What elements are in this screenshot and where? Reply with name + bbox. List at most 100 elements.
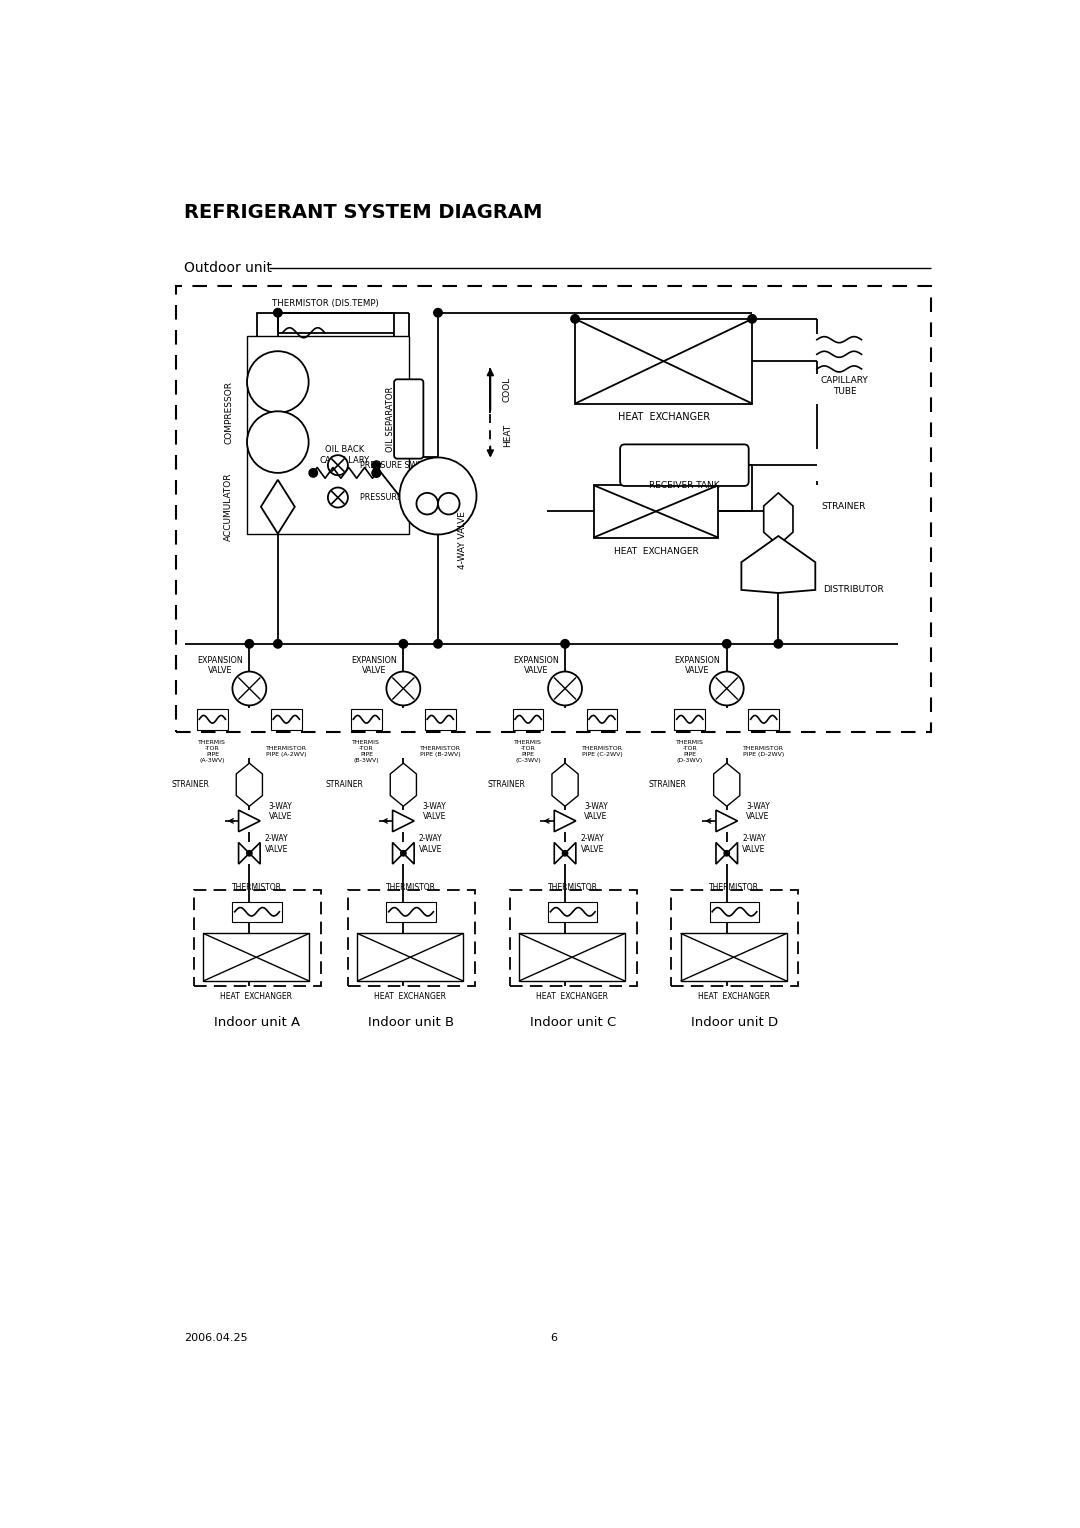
Circle shape (434, 640, 442, 648)
Text: PRESSURE SWITCH(B): PRESSURE SWITCH(B) (360, 494, 447, 503)
Text: STRAINER: STRAINER (822, 503, 866, 512)
Circle shape (273, 309, 282, 316)
Text: STRAINER: STRAINER (172, 781, 210, 790)
Circle shape (247, 351, 309, 413)
Circle shape (438, 494, 460, 515)
Text: HEAT  EXCHANGER: HEAT EXCHANGER (536, 992, 608, 1001)
Text: HEAT  EXCHANGER: HEAT EXCHANGER (375, 992, 446, 1001)
Bar (518, 934, 625, 981)
Circle shape (401, 851, 406, 856)
Bar (232, 902, 282, 921)
Text: Indoor unit C: Indoor unit C (529, 1016, 616, 1030)
Polygon shape (261, 480, 295, 533)
Text: EXPANSION
VALVE: EXPANSION VALVE (198, 656, 243, 675)
Text: CAPILLARY
TUBE: CAPILLARY TUBE (821, 376, 868, 396)
Text: THERMISTOR: THERMISTOR (232, 883, 282, 892)
Circle shape (247, 411, 309, 472)
Circle shape (549, 671, 582, 706)
Circle shape (273, 640, 282, 648)
Text: THERMIS
-TOR
PIPE
(D-3WV): THERMIS -TOR PIPE (D-3WV) (676, 741, 704, 762)
Circle shape (400, 640, 407, 648)
Text: STRAINER: STRAINER (325, 781, 363, 790)
Circle shape (245, 640, 254, 648)
FancyBboxPatch shape (620, 445, 748, 486)
Polygon shape (403, 842, 414, 863)
Bar (748, 709, 779, 730)
Text: STRAINER: STRAINER (649, 781, 687, 790)
Text: THERMISTOR
PIPE (C-2WV): THERMISTOR PIPE (C-2WV) (581, 746, 622, 756)
Text: 2-WAY
VALVE: 2-WAY VALVE (419, 834, 443, 854)
Bar (271, 709, 301, 730)
Circle shape (373, 461, 380, 469)
Polygon shape (554, 842, 565, 863)
Text: THERMISTOR
PIPE (D-2WV): THERMISTOR PIPE (D-2WV) (743, 746, 784, 756)
Bar (549, 902, 597, 921)
Bar (194, 891, 321, 987)
Text: OIL SEPARATOR: OIL SEPARATOR (386, 387, 395, 452)
Circle shape (328, 487, 348, 507)
Text: ACCUMULATOR: ACCUMULATOR (224, 472, 233, 541)
Text: THERMISTOR: THERMISTOR (710, 883, 759, 892)
Polygon shape (392, 810, 414, 831)
Circle shape (417, 494, 438, 515)
Circle shape (387, 671, 420, 706)
Polygon shape (716, 810, 738, 831)
Text: OIL BACK
CAPAILLARY: OIL BACK CAPAILLARY (320, 446, 369, 465)
Polygon shape (565, 842, 576, 863)
Circle shape (309, 469, 318, 477)
Polygon shape (239, 842, 249, 863)
Text: COOL: COOL (503, 377, 512, 402)
Bar (710, 902, 759, 921)
Text: HEAT  EXCHANGER: HEAT EXCHANGER (698, 992, 770, 1001)
Circle shape (232, 671, 267, 706)
Text: 3-WAY
VALVE: 3-WAY VALVE (422, 802, 446, 822)
Polygon shape (390, 762, 417, 807)
Bar (197, 709, 228, 730)
Text: DISTRIBUTOR: DISTRIBUTOR (823, 585, 883, 594)
Text: THERMISTOR (DIS.TEMP): THERMISTOR (DIS.TEMP) (272, 299, 379, 309)
Text: HEAT  EXCHANGER: HEAT EXCHANGER (618, 413, 710, 422)
Bar (594, 486, 718, 538)
Polygon shape (239, 810, 260, 831)
Bar (247, 348, 308, 475)
Text: HEAT  EXCHANGER: HEAT EXCHANGER (613, 547, 699, 556)
Text: COMPRESSOR: COMPRESSOR (224, 380, 233, 443)
Polygon shape (552, 762, 578, 807)
Text: STRAINER: STRAINER (487, 781, 525, 790)
Polygon shape (727, 842, 738, 863)
Bar (680, 934, 787, 981)
Polygon shape (554, 810, 576, 831)
Text: 6: 6 (550, 1334, 557, 1343)
Polygon shape (237, 762, 262, 807)
Circle shape (710, 671, 744, 706)
Circle shape (373, 469, 380, 477)
Text: 3-WAY
VALVE: 3-WAY VALVE (584, 802, 608, 822)
Polygon shape (249, 842, 260, 863)
Text: EXPANSION
VALVE: EXPANSION VALVE (513, 656, 558, 675)
Polygon shape (392, 842, 403, 863)
Circle shape (246, 851, 252, 856)
Text: 2006.04.25: 2006.04.25 (184, 1334, 247, 1343)
Text: 2-WAY
VALVE: 2-WAY VALVE (265, 834, 288, 854)
Circle shape (561, 640, 569, 648)
Text: THERMIS
-TOR
PIPE
(A-3WV): THERMIS -TOR PIPE (A-3WV) (199, 741, 227, 762)
FancyBboxPatch shape (394, 379, 423, 458)
Bar (510, 891, 636, 987)
Bar (203, 934, 309, 981)
Polygon shape (716, 842, 727, 863)
Text: 4-WAY VALVE: 4-WAY VALVE (458, 510, 468, 568)
Bar (247, 336, 408, 535)
Text: Indoor unit A: Indoor unit A (214, 1016, 300, 1030)
Bar (513, 709, 543, 730)
Text: THERMISTOR
PIPE (A-2WV): THERMISTOR PIPE (A-2WV) (266, 746, 307, 756)
Text: 3-WAY
VALVE: 3-WAY VALVE (269, 802, 293, 822)
Polygon shape (764, 494, 793, 545)
Circle shape (571, 315, 579, 322)
Bar (424, 709, 456, 730)
Bar (357, 934, 463, 981)
Circle shape (328, 455, 348, 475)
Bar (586, 709, 618, 730)
Polygon shape (714, 762, 740, 807)
Circle shape (563, 851, 568, 856)
Bar (257, 313, 394, 353)
